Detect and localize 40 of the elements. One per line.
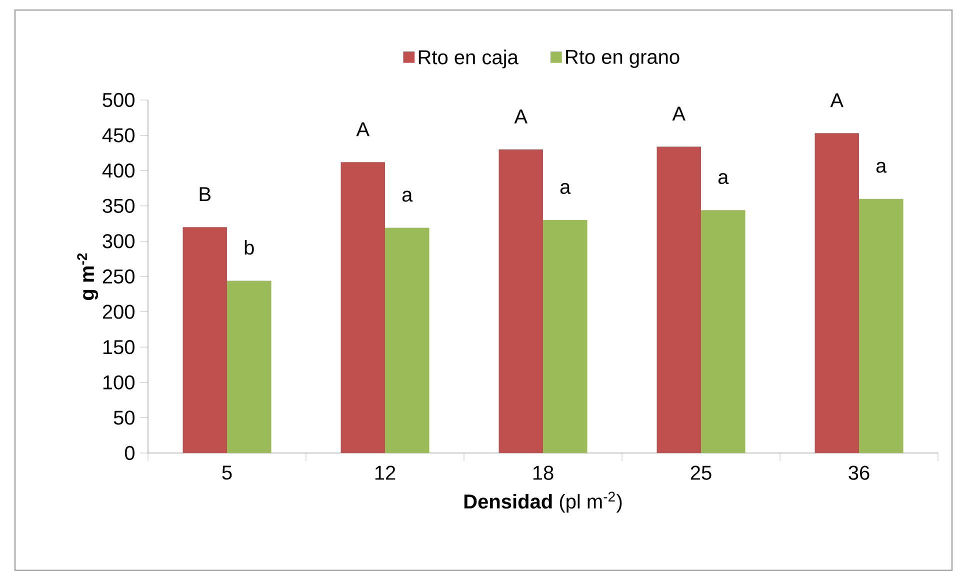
annotation: a [876,162,887,173]
bar [227,280,272,453]
y-tick-label: 100 [103,375,134,390]
annotation: b [244,240,254,255]
y-tick-label: 0 [124,446,134,460]
y-tick-label: 150 [103,340,134,354]
annotation: A [514,110,528,124]
x-tick-label: 25 [690,466,712,480]
y-tick-label: 350 [102,198,134,213]
x-tick-label: 12 [375,466,396,480]
y-tick-label: 200 [102,304,134,319]
x-tick-label: 5 [222,466,232,480]
bar [814,133,860,453]
annotation: a [402,190,413,202]
bar [859,198,904,453]
y-tick-label: 250 [102,269,134,284]
bar [182,227,228,453]
legend-label: Rto en grano [566,50,680,68]
annotation: a [718,173,729,184]
annotation: B [200,187,210,202]
annotation: a [560,183,571,194]
bar [385,228,430,453]
bar [543,220,588,453]
annotation: A [830,93,844,108]
x-tick-label: 18 [533,466,554,480]
y-tick-label: 50 [114,410,134,425]
y-tick-label: 450 [102,128,134,142]
bar [656,146,702,453]
x-tick-label: 36 [848,466,870,480]
bar [340,162,386,453]
bar [498,149,544,453]
annotation: A [672,106,686,121]
y-tick-label: 300 [102,234,134,248]
bar [701,210,746,453]
annotation: A [356,122,370,136]
x-axis-title: Densidad (pl m$^{-2}$) [464,492,622,513]
y-tick-label: 500 [102,92,134,108]
y-axis-title: g m$^{-2}$ [77,253,98,300]
legend-label: Rto en caja [418,50,518,68]
y-tick-label: 400 [102,164,134,178]
